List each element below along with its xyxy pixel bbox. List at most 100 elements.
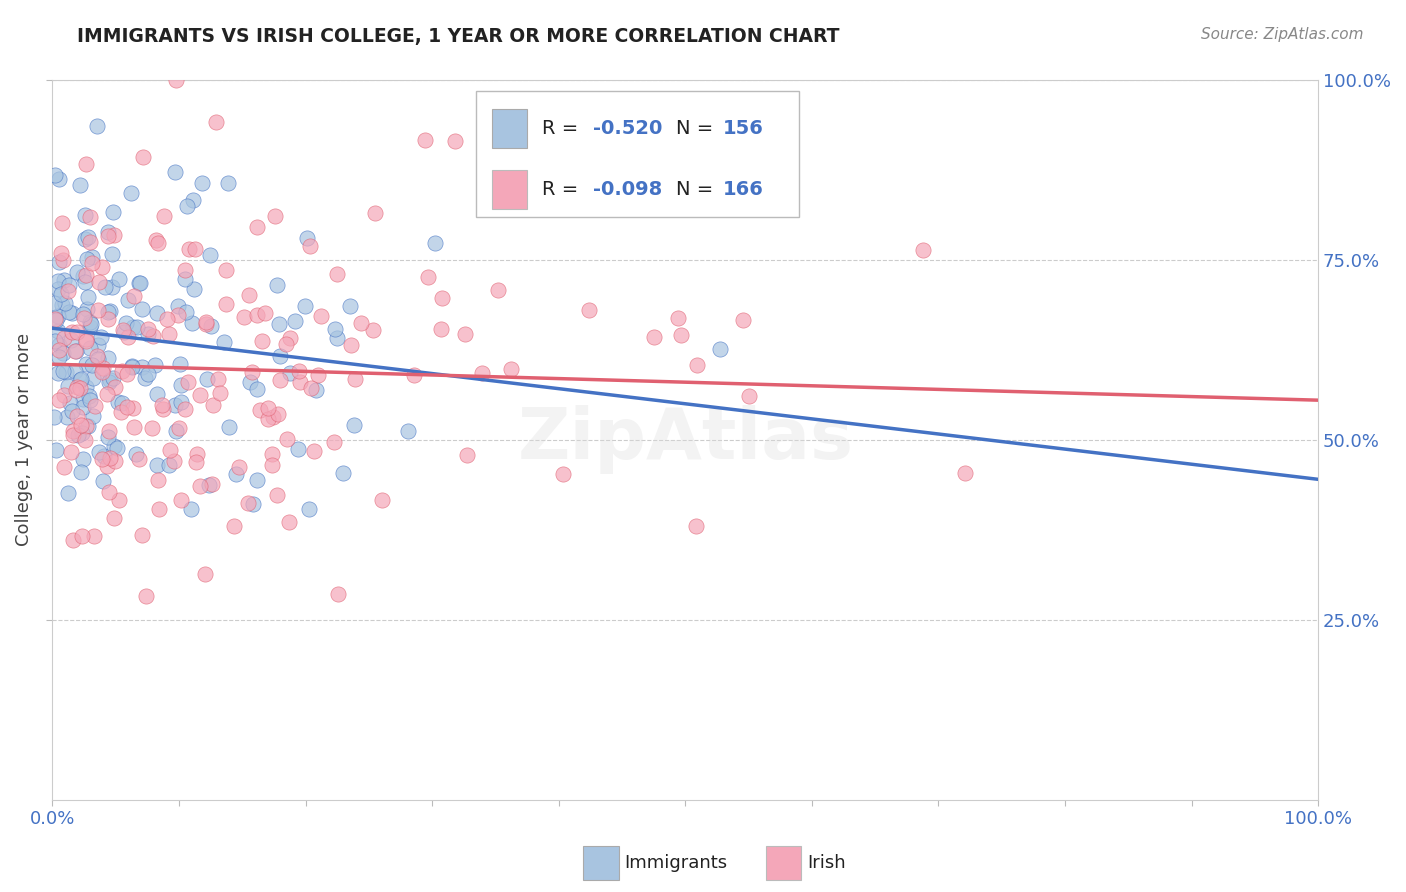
- Point: [79, 211, 101, 225]
- Point: [65, 344, 87, 359]
- Point: [242, 497, 264, 511]
- Text: ZipAtlas: ZipAtlas: [517, 405, 853, 475]
- Text: Irish: Irish: [807, 854, 845, 871]
- Point: [70, 372, 93, 386]
- Point: [453, 327, 475, 342]
- Point: [443, 134, 465, 148]
- Point: [163, 453, 186, 467]
- Point: [72, 451, 94, 466]
- Point: [46, 366, 69, 380]
- Point: [77, 418, 100, 433]
- Point: [669, 327, 692, 342]
- Point: [326, 587, 349, 601]
- Point: [262, 410, 284, 425]
- Point: [266, 278, 288, 293]
- Point: [194, 566, 217, 581]
- Point: [65, 383, 87, 397]
- Point: [269, 349, 291, 363]
- Point: [97, 430, 120, 444]
- Point: [76, 252, 98, 266]
- Point: [225, 467, 247, 481]
- Point: [159, 442, 181, 457]
- Point: [169, 357, 191, 371]
- Point: [166, 308, 188, 322]
- Point: [136, 368, 159, 382]
- Point: [75, 156, 97, 170]
- Point: [44, 169, 66, 183]
- Point: [340, 338, 363, 352]
- Point: [52, 459, 75, 474]
- Point: [98, 303, 121, 318]
- Point: [73, 276, 96, 290]
- Point: [77, 389, 100, 403]
- Point: [332, 466, 354, 480]
- Point: [240, 365, 263, 379]
- Point: [58, 277, 80, 292]
- Point: [263, 209, 285, 223]
- Point: [62, 428, 84, 442]
- Point: [103, 205, 125, 219]
- Point: [195, 372, 218, 386]
- Point: [138, 322, 160, 336]
- Point: [46, 274, 69, 288]
- Point: [59, 396, 82, 410]
- Point: [200, 318, 222, 333]
- Point: [180, 316, 202, 330]
- Point: [110, 405, 132, 419]
- Point: [117, 330, 139, 344]
- Point: [86, 349, 108, 363]
- Point: [90, 451, 112, 466]
- Point: [238, 496, 260, 510]
- Point: [131, 301, 153, 316]
- Point: [250, 334, 273, 348]
- Point: [578, 302, 600, 317]
- Point: [87, 275, 110, 289]
- Point: [174, 262, 197, 277]
- Point: [94, 280, 117, 294]
- Point: [70, 426, 93, 441]
- Point: [201, 477, 224, 491]
- Point: [188, 388, 211, 402]
- Point: [299, 238, 322, 252]
- Point: [152, 401, 174, 416]
- Point: [82, 358, 104, 372]
- Point: [456, 449, 478, 463]
- Point: [228, 459, 250, 474]
- Point: [114, 316, 136, 330]
- Point: [105, 441, 128, 455]
- Point: [79, 315, 101, 329]
- Point: [278, 331, 301, 345]
- Point: [48, 350, 70, 364]
- Point: [66, 326, 89, 340]
- Point: [246, 382, 269, 396]
- Point: [148, 502, 170, 516]
- Point: [58, 284, 80, 298]
- Point: [174, 402, 197, 417]
- Point: [256, 411, 278, 425]
- Point: [551, 467, 574, 481]
- Point: [51, 298, 73, 312]
- Point: [269, 318, 291, 332]
- Point: [246, 308, 269, 322]
- Point: [141, 421, 163, 435]
- Point: [42, 410, 65, 425]
- Point: [238, 288, 260, 302]
- Point: [90, 330, 112, 344]
- Point: [46, 309, 69, 323]
- Point: [471, 367, 494, 381]
- Point: [305, 384, 328, 398]
- Point: [70, 529, 93, 543]
- Point: [124, 289, 146, 303]
- Point: [75, 332, 97, 346]
- Point: [91, 474, 114, 488]
- Point: [49, 287, 72, 301]
- Point: [70, 418, 93, 433]
- Point: [108, 272, 131, 286]
- Point: [166, 299, 188, 313]
- Point: [298, 502, 321, 516]
- Point: [97, 351, 120, 366]
- Point: [207, 372, 229, 386]
- Point: [60, 325, 83, 339]
- Point: [76, 301, 98, 316]
- Point: [197, 478, 219, 492]
